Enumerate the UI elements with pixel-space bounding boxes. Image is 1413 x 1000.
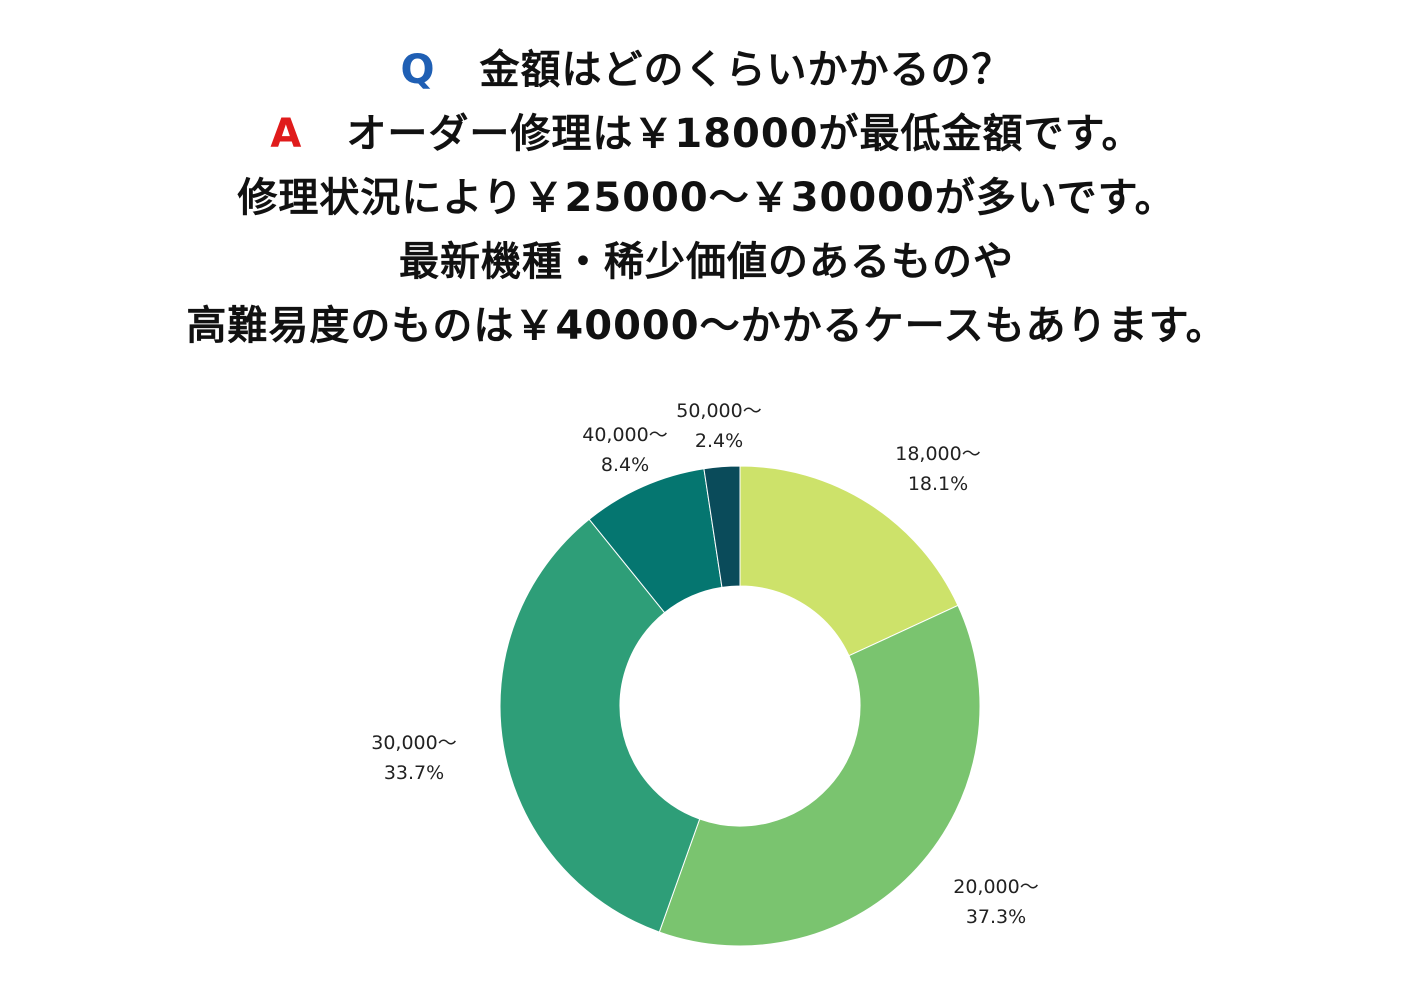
- slice-label: 20,000〜: [953, 876, 1038, 898]
- answer-line: A オーダー修理は￥18000が最低金額です。: [0, 102, 1413, 166]
- slice-value-label: 37.3%: [966, 906, 1026, 928]
- slice-value-label: 2.4%: [695, 430, 743, 452]
- answer-line-2: 修理状況により￥25000〜￥30000が多いです。: [237, 175, 1176, 221]
- answer-line-4: 高難易度のものは￥40000〜かかるケースもあります。: [186, 303, 1227, 349]
- slice-value-label: 18.1%: [908, 473, 968, 495]
- donut-slices: [499, 465, 981, 947]
- q-marker: Q: [400, 47, 436, 93]
- answer-text: オーダー修理は￥18000が最低金額です。: [346, 111, 1143, 157]
- donut-slice: [703, 465, 741, 588]
- header: Q 金額はどのくらいかかるの？ A オーダー修理は￥18000が最低金額です。 修理…: [0, 38, 1413, 358]
- question-line: Q 金額はどのくらいかかるの？: [0, 38, 1413, 102]
- donut-slice: [739, 465, 959, 657]
- slice-label: 18,000〜: [895, 443, 980, 465]
- donut-slice: [658, 604, 981, 947]
- slice-value-label: 33.7%: [384, 762, 444, 784]
- a-marker: A: [270, 111, 303, 157]
- donut-slice: [499, 518, 701, 933]
- slice-label: 40,000〜: [582, 424, 667, 446]
- slice-label: 50,000〜: [676, 400, 761, 422]
- slice-labels: 18,000〜 18.1% 20,000〜 37.3% 30,000〜 33.7% 40,0…: [371, 400, 1038, 928]
- question-text: 金額はどのくらいかかるの？: [479, 47, 1013, 93]
- slice-value-label: 8.4%: [601, 454, 649, 476]
- slice-label: 30,000〜: [371, 732, 456, 754]
- answer-line-3: 最新機種・稀少価値のあるものや: [399, 239, 1014, 285]
